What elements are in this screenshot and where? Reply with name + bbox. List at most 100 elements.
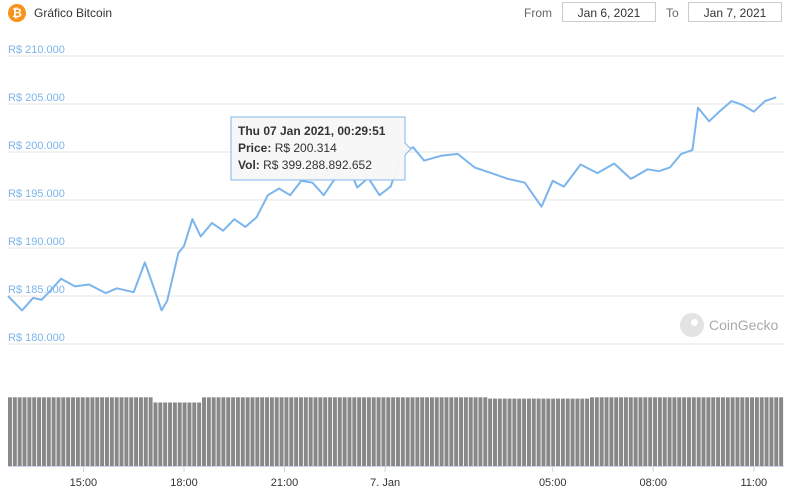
- volume-bar: [37, 397, 42, 466]
- volume-bar: [560, 398, 565, 466]
- volume-bar: [696, 397, 701, 466]
- chart-title: Gráfico Bitcoin: [34, 6, 113, 20]
- volume-bar: [182, 402, 187, 466]
- volume-bar: [138, 397, 143, 466]
- volume-bar: [643, 397, 648, 466]
- volume-bar: [274, 397, 279, 466]
- y-tick-label: R$ 205.000: [8, 92, 65, 104]
- volume-bar: [177, 402, 182, 466]
- volume-bar: [318, 397, 323, 466]
- volume-bar: [556, 398, 560, 466]
- volume-bar: [75, 397, 80, 466]
- volume-bar: [216, 397, 221, 466]
- volume-bar: [381, 397, 386, 466]
- volume-bar: [502, 398, 507, 466]
- volume-bar: [362, 397, 366, 466]
- from-date-input[interactable]: Jan 6, 2021: [562, 2, 656, 22]
- volume-bar: [80, 397, 85, 466]
- chart-header: ₿ Gráfico Bitcoin From Jan 6, 2021 To Ja…: [0, 0, 792, 28]
- volume-bar: [706, 397, 711, 466]
- volume-bar: [570, 398, 575, 466]
- volume-bar: [255, 397, 260, 466]
- volume-bar: [279, 397, 284, 466]
- volume-bar: [328, 397, 333, 466]
- volume-bar: [114, 397, 119, 466]
- volume-bar: [313, 397, 318, 466]
- volume-bar: [526, 398, 531, 466]
- volume-bar: [444, 397, 449, 466]
- volume-bar: [148, 397, 153, 466]
- volume-bar: [202, 397, 206, 466]
- volume-bar: [425, 397, 430, 466]
- volume-bar: [95, 397, 100, 466]
- volume-bar: [434, 397, 439, 466]
- volume-bar: [551, 398, 556, 466]
- volume-bar: [745, 397, 750, 466]
- volume-bar: [682, 397, 687, 466]
- volume-bar: [720, 397, 725, 466]
- volume-bar: [158, 402, 163, 466]
- volume-bar: [231, 397, 236, 466]
- volume-bar: [100, 397, 105, 466]
- x-tick-label: 15:00: [70, 477, 98, 489]
- volume-bar: [357, 397, 362, 466]
- y-tick-label: R$ 185.000: [8, 284, 65, 296]
- volume-bar: [109, 397, 114, 466]
- volume-bar: [599, 397, 604, 466]
- volume-bar: [779, 397, 784, 466]
- volume-bar: [235, 397, 240, 466]
- volume-bar: [386, 397, 391, 466]
- volume-bar: [512, 398, 517, 466]
- volume-bar: [323, 397, 328, 466]
- volume-bar: [575, 398, 580, 466]
- volume-bar: [211, 397, 216, 466]
- volume-bar: [672, 397, 677, 466]
- y-tick-label: R$ 195.000: [8, 188, 65, 200]
- volume-bar: [415, 397, 420, 466]
- volume-bar: [677, 397, 682, 466]
- volume-bar: [638, 397, 643, 466]
- volume-bar: [32, 397, 37, 466]
- volume-bar: [366, 397, 371, 466]
- volume-bar: [662, 397, 667, 466]
- to-date-input[interactable]: Jan 7, 2021: [688, 2, 782, 22]
- volume-bar: [468, 397, 473, 466]
- price-line: [7, 96, 777, 312]
- volume-bar: [124, 397, 129, 466]
- volume-bar: [488, 398, 493, 466]
- volume-bar: [308, 397, 313, 466]
- volume-bar: [265, 397, 269, 466]
- volume-bar: [400, 397, 405, 466]
- coingecko-watermark: CoinGecko: [680, 313, 790, 339]
- volume-bar: [648, 397, 653, 466]
- x-tick-label: 05:00: [539, 477, 567, 489]
- volume-bar: [754, 397, 759, 466]
- volume-bar: [764, 397, 769, 466]
- volume-bar: [8, 397, 12, 466]
- volume-bar: [454, 397, 459, 466]
- volume-bar: [85, 397, 90, 466]
- volume-bar: [284, 397, 289, 466]
- coingecko-logo-icon: [680, 313, 704, 337]
- to-label: To: [666, 6, 679, 20]
- volume-bar: [260, 397, 265, 466]
- volume-bar: [609, 397, 614, 466]
- volume-bar: [623, 397, 628, 466]
- volume-bar: [653, 397, 657, 466]
- y-tick-label: R$ 180.000: [8, 332, 65, 344]
- volume-bar: [119, 397, 124, 466]
- volume-bar: [206, 397, 211, 466]
- x-tick-label: 08:00: [640, 477, 668, 489]
- volume-bar: [493, 398, 497, 466]
- volume-bar: [226, 397, 231, 466]
- volume-bar: [594, 397, 599, 466]
- volume-bar: [774, 397, 779, 466]
- volume-bar: [61, 397, 66, 466]
- volume-bar: [769, 397, 774, 466]
- volume-bar: [531, 398, 536, 466]
- volume-bar: [619, 397, 624, 466]
- tooltip-volume: Vol: R$ 399.288.892.652: [238, 158, 372, 172]
- volume-bar: [168, 402, 172, 466]
- volume-bar: [750, 397, 754, 466]
